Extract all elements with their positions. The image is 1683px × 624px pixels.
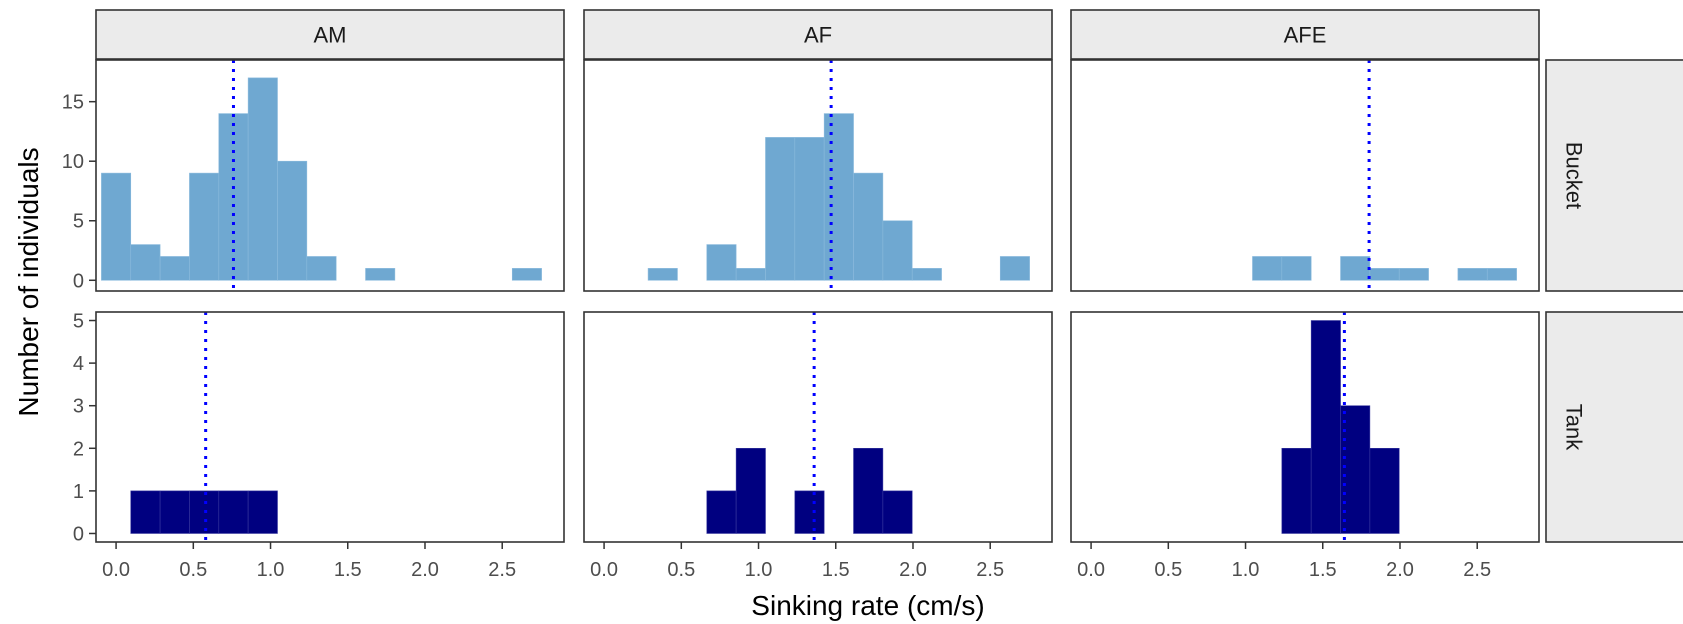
panel-am-tank: 0 1 2 3 4 5 0.0 0.5 1.0 1.5 2.0 2.5 [73, 311, 565, 581]
x-tick-label: 1.0 [257, 559, 285, 581]
histogram-bar [1281, 256, 1312, 281]
x-tick-label: 2.5 [1463, 559, 1491, 581]
histogram-bar [189, 172, 220, 281]
histogram-bar [130, 490, 161, 534]
panel-border [1070, 311, 1540, 543]
histogram-bar [1310, 320, 1341, 534]
y-tick-label: 3 [73, 396, 84, 418]
y-tick-label: 5 [73, 311, 84, 333]
x-tick-label: 1.0 [745, 559, 773, 581]
x-tick-label: 1.5 [822, 559, 850, 581]
x-tick-label: 0.5 [179, 559, 207, 581]
histogram-bar [247, 490, 278, 534]
histogram-bar [1369, 268, 1400, 281]
histogram-bar [882, 490, 913, 534]
facet-strip-label: AFE [1284, 23, 1327, 48]
x-tick-label: 2.0 [411, 559, 439, 581]
histogram-bar [1281, 447, 1312, 534]
histogram-bar [1252, 256, 1283, 281]
x-tick-label: 0.5 [667, 559, 695, 581]
x-tick-label: 1.5 [334, 559, 362, 581]
histogram-bar [853, 447, 884, 534]
panel-afe-tank: 0.0 0.5 1.0 1.5 2.0 2.5 [1070, 311, 1540, 581]
x-tick-label: 1.0 [1232, 559, 1260, 581]
histogram-bar [277, 160, 308, 281]
row-strip-bucket [1545, 59, 1683, 292]
row-strip-label: Tank [1561, 404, 1586, 451]
histogram-bar [823, 113, 854, 281]
y-tick-label: 0 [73, 523, 84, 545]
x-tick-label: 0.0 [1077, 559, 1105, 581]
histogram-bar [1369, 447, 1400, 534]
histogram-bar [306, 256, 337, 281]
row-strip-label: Bucket [1561, 142, 1586, 209]
histogram-bar [647, 268, 678, 281]
y-tick-label: 15 [62, 92, 84, 114]
histogram-bar [735, 447, 766, 534]
histogram-bar [735, 268, 766, 281]
histogram-bar [1486, 268, 1517, 281]
panel-border [95, 59, 565, 292]
x-tick-label: 2.5 [976, 559, 1004, 581]
y-tick-label: 2 [73, 438, 84, 460]
y-tick-label: 0 [73, 270, 84, 292]
y-tick-label: 10 [62, 151, 84, 173]
facet-strip-af [583, 9, 1053, 60]
panel-background [1071, 60, 1539, 291]
y-axis-title: Number of individuals [13, 147, 44, 416]
facet-strip-label: AM [314, 23, 347, 48]
histogram-bar [1457, 268, 1488, 281]
x-tick-label: 2.0 [899, 559, 927, 581]
y-tick-label: 1 [73, 481, 84, 503]
x-tick-label: 0.5 [1154, 559, 1182, 581]
panel-af-bucket [583, 59, 1053, 292]
x-tick-label: 2.5 [488, 559, 516, 581]
panel-border [95, 311, 565, 543]
histogram-bar [159, 490, 190, 534]
x-tick-label: 1.5 [1309, 559, 1337, 581]
x-tick-label: 2.0 [1386, 559, 1414, 581]
x-axis-title: Sinking rate (cm/s) [751, 590, 984, 621]
panel-border [583, 59, 1053, 292]
histogram-bar [1340, 405, 1371, 534]
y-tick-label: 4 [73, 353, 84, 375]
facet-strip-afe [1070, 9, 1540, 60]
histogram-bar [130, 244, 161, 281]
histogram-bar [706, 490, 737, 534]
histogram-bar [882, 220, 913, 281]
panel-afe-bucket [1070, 59, 1540, 292]
histogram-bar [189, 490, 220, 534]
histogram-bar [159, 256, 190, 281]
histogram-bar [853, 172, 884, 281]
panel-background [96, 60, 564, 291]
histogram-bar [101, 172, 132, 281]
facet-panels: AM AF AFE Bucket Tank 0 5 10 15 0 1 2 3 4 5 0.0 0.5 1.0 1.… [62, 9, 1683, 581]
x-tick-label: 0.0 [102, 559, 130, 581]
histogram-bar [1340, 256, 1371, 281]
histogram-bar [365, 268, 396, 281]
facet-strip-label: AF [804, 23, 832, 48]
histogram-bar [218, 490, 249, 534]
y-tick-label: 5 [73, 211, 84, 233]
histogram-bar [911, 268, 942, 281]
panel-am-bucket: 0 5 10 15 [62, 59, 565, 292]
histogram-bar [247, 77, 278, 281]
histogram-bar [1398, 268, 1429, 281]
histogram-bar [765, 137, 796, 281]
x-tick-label: 0.0 [590, 559, 618, 581]
histogram-bar [794, 137, 825, 281]
facet-strip-am [95, 9, 565, 60]
histogram-bar [794, 490, 825, 534]
histogram-bar [999, 256, 1030, 281]
histogram-bar [511, 268, 542, 281]
histogram-bar [706, 244, 737, 281]
row-strip-tank [1545, 311, 1683, 543]
panel-border [583, 311, 1053, 543]
panel-border [1070, 59, 1540, 292]
panel-af-tank: 0.0 0.5 1.0 1.5 2.0 2.5 [583, 311, 1053, 581]
